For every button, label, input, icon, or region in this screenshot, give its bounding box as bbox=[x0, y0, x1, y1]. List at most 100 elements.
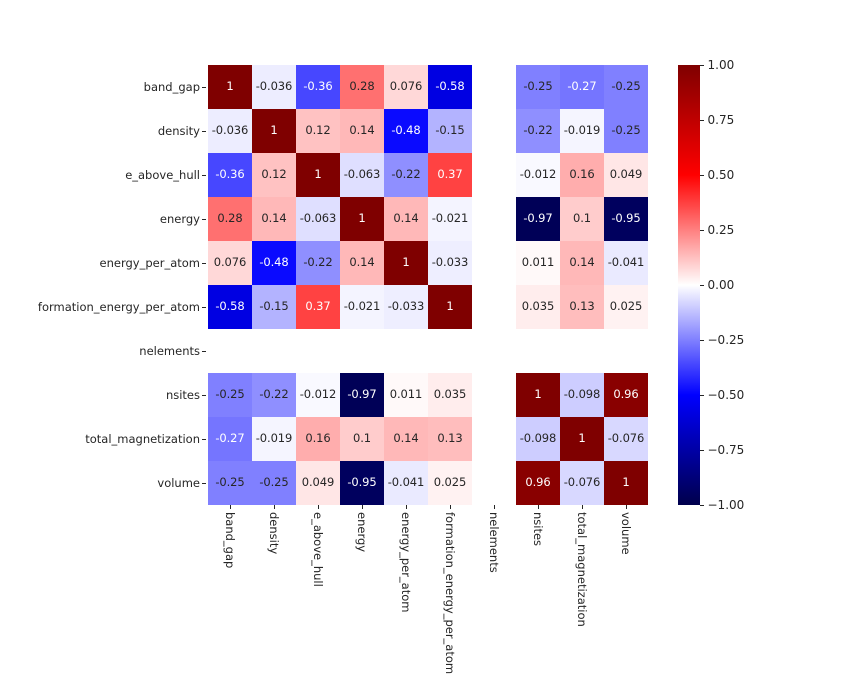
x-axis-tick-labels: band_gap density e_above_hull energy energy_… bbox=[208, 505, 648, 674]
heatmap-cell: -0.012 bbox=[296, 373, 340, 417]
x-tick-label-energy: energy bbox=[355, 512, 369, 553]
heatmap-cell: 0.16 bbox=[560, 153, 604, 197]
colorbar-tick-label: −0.50 bbox=[707, 388, 745, 402]
heatmap-cell-value: -0.36 bbox=[215, 167, 245, 182]
x-tick-label-formation-energy-per-atom: formation_energy_per_atom bbox=[443, 512, 457, 674]
heatmap-cell: -0.063 bbox=[296, 197, 340, 241]
heatmap-cell: 0.14 bbox=[560, 241, 604, 285]
colorbar-tick-label: 0.00 bbox=[707, 278, 735, 292]
heatmap-cell: 0.011 bbox=[516, 241, 560, 285]
x-tick-mark bbox=[362, 505, 363, 509]
heatmap-cell-value: -0.22 bbox=[259, 387, 289, 402]
x-tick-label-volume: volume bbox=[619, 512, 633, 555]
heatmap-cell: -0.033 bbox=[428, 241, 472, 285]
y-tick-label-volume: volume bbox=[157, 476, 200, 490]
heatmap-cell-value: 0.28 bbox=[349, 79, 375, 94]
y-tick-label-nsites: nsites bbox=[165, 388, 200, 402]
heatmap-cell-value: 0.14 bbox=[349, 255, 375, 270]
heatmap-cell: 0.96 bbox=[604, 373, 648, 417]
colorbar-tick: 0.50 bbox=[700, 168, 734, 182]
heatmap-cell-value: -0.36 bbox=[303, 79, 333, 94]
colorbar-tick-mark bbox=[700, 504, 704, 506]
heatmap-cell bbox=[252, 329, 296, 373]
heatmap-cell bbox=[560, 329, 604, 373]
heatmap-cell-value: -0.021 bbox=[431, 211, 469, 226]
heatmap-cell: -0.012 bbox=[516, 153, 560, 197]
heatmap-cell: -0.041 bbox=[604, 241, 648, 285]
x-tick-label-total-magnetization: total_magnetization bbox=[575, 512, 589, 627]
heatmap-cell: -0.036 bbox=[208, 109, 252, 153]
colorbar-tick-mark bbox=[700, 64, 704, 66]
heatmap-cell: -0.036 bbox=[252, 65, 296, 109]
heatmap-cell: -0.48 bbox=[384, 109, 428, 153]
colorbar-tick-mark bbox=[700, 229, 704, 231]
heatmap-cell-value: -0.019 bbox=[255, 431, 293, 446]
heatmap-cell-value: 0.14 bbox=[393, 431, 419, 446]
heatmap-cell: -0.15 bbox=[428, 109, 472, 153]
colorbar-tick-mark bbox=[700, 339, 704, 341]
heatmap-cell bbox=[340, 329, 384, 373]
heatmap-cell bbox=[516, 329, 560, 373]
heatmap-cell: 0.16 bbox=[296, 417, 340, 461]
heatmap-cell: 0.96 bbox=[516, 461, 560, 505]
x-tick-mark bbox=[626, 505, 627, 509]
heatmap-cell-value: 0.14 bbox=[261, 211, 287, 226]
heatmap-cell-value: 1 bbox=[226, 79, 234, 94]
heatmap-cell-value: 0.049 bbox=[609, 167, 643, 182]
heatmap-cell bbox=[472, 153, 516, 197]
heatmap-cell-value: 0.14 bbox=[393, 211, 419, 226]
heatmap-cell-value: 0.1 bbox=[353, 431, 371, 446]
colorbar-gradient bbox=[678, 65, 700, 505]
heatmap-cell-value: -0.97 bbox=[523, 211, 553, 226]
heatmap-cell: -0.25 bbox=[252, 461, 296, 505]
heatmap-cell: -0.58 bbox=[208, 285, 252, 329]
heatmap-cell: 0.011 bbox=[384, 373, 428, 417]
y-tick-mark bbox=[202, 87, 206, 88]
heatmap-cell: -0.36 bbox=[208, 153, 252, 197]
heatmap-cell: 0.14 bbox=[340, 241, 384, 285]
x-tick-label-energy-per-atom: energy_per_atom bbox=[399, 512, 413, 613]
colorbar-tick: −1.00 bbox=[700, 498, 744, 512]
heatmap-cell: -0.041 bbox=[384, 461, 428, 505]
heatmap-cell: -0.27 bbox=[560, 65, 604, 109]
y-tick-label-formation-energy-per-atom: formation_energy_per_atom bbox=[37, 300, 200, 314]
colorbar-tick-label: 0.75 bbox=[707, 113, 735, 127]
x-tick-mark bbox=[494, 505, 495, 509]
heatmap-cell-value: -0.48 bbox=[391, 123, 421, 138]
heatmap-cell: -0.033 bbox=[384, 285, 428, 329]
heatmap-cell-value: -0.48 bbox=[259, 255, 289, 270]
heatmap-cell: 0.28 bbox=[340, 65, 384, 109]
heatmap-cell: -0.25 bbox=[604, 109, 648, 153]
heatmap-cell-value: -0.063 bbox=[343, 167, 381, 182]
heatmap-cell-value: -0.25 bbox=[611, 79, 641, 94]
heatmap-cell-value: -0.098 bbox=[519, 431, 557, 446]
heatmap-cell-value: 0.025 bbox=[609, 299, 643, 314]
heatmap-cell bbox=[604, 329, 648, 373]
heatmap-cell-value: 0.13 bbox=[437, 431, 463, 446]
heatmap-cell: 1 bbox=[604, 461, 648, 505]
y-tick-mark bbox=[202, 395, 206, 396]
y-tick-label-nelements: nelements bbox=[139, 344, 200, 358]
heatmap-cell bbox=[472, 373, 516, 417]
y-tick-label-total-magnetization: total_magnetization bbox=[85, 432, 200, 446]
colorbar-tick-label: −0.75 bbox=[707, 443, 745, 457]
heatmap-cell: -0.48 bbox=[252, 241, 296, 285]
x-tick-mark bbox=[538, 505, 539, 509]
heatmap-cell: 1 bbox=[560, 417, 604, 461]
heatmap-cell: 0.37 bbox=[296, 285, 340, 329]
y-tick-label-e-above-hull: e_above_hull bbox=[125, 168, 200, 182]
heatmap-cell bbox=[472, 285, 516, 329]
heatmap-cell-value: -0.25 bbox=[611, 123, 641, 138]
heatmap-cell: -0.021 bbox=[428, 197, 472, 241]
heatmap-cell: 0.13 bbox=[428, 417, 472, 461]
heatmap-cell: 1 bbox=[208, 65, 252, 109]
heatmap-cell: 0.035 bbox=[428, 373, 472, 417]
colorbar-tick-mark bbox=[700, 119, 704, 121]
heatmap-cell-value: -0.27 bbox=[567, 79, 597, 94]
heatmap-cell: -0.22 bbox=[252, 373, 296, 417]
heatmap-cell-value: 0.035 bbox=[433, 387, 467, 402]
heatmap-cell-value: -0.25 bbox=[523, 79, 553, 94]
heatmap-cell-value: -0.041 bbox=[387, 475, 425, 490]
heatmap-cell: -0.58 bbox=[428, 65, 472, 109]
heatmap-cell-value: -0.063 bbox=[299, 211, 337, 226]
